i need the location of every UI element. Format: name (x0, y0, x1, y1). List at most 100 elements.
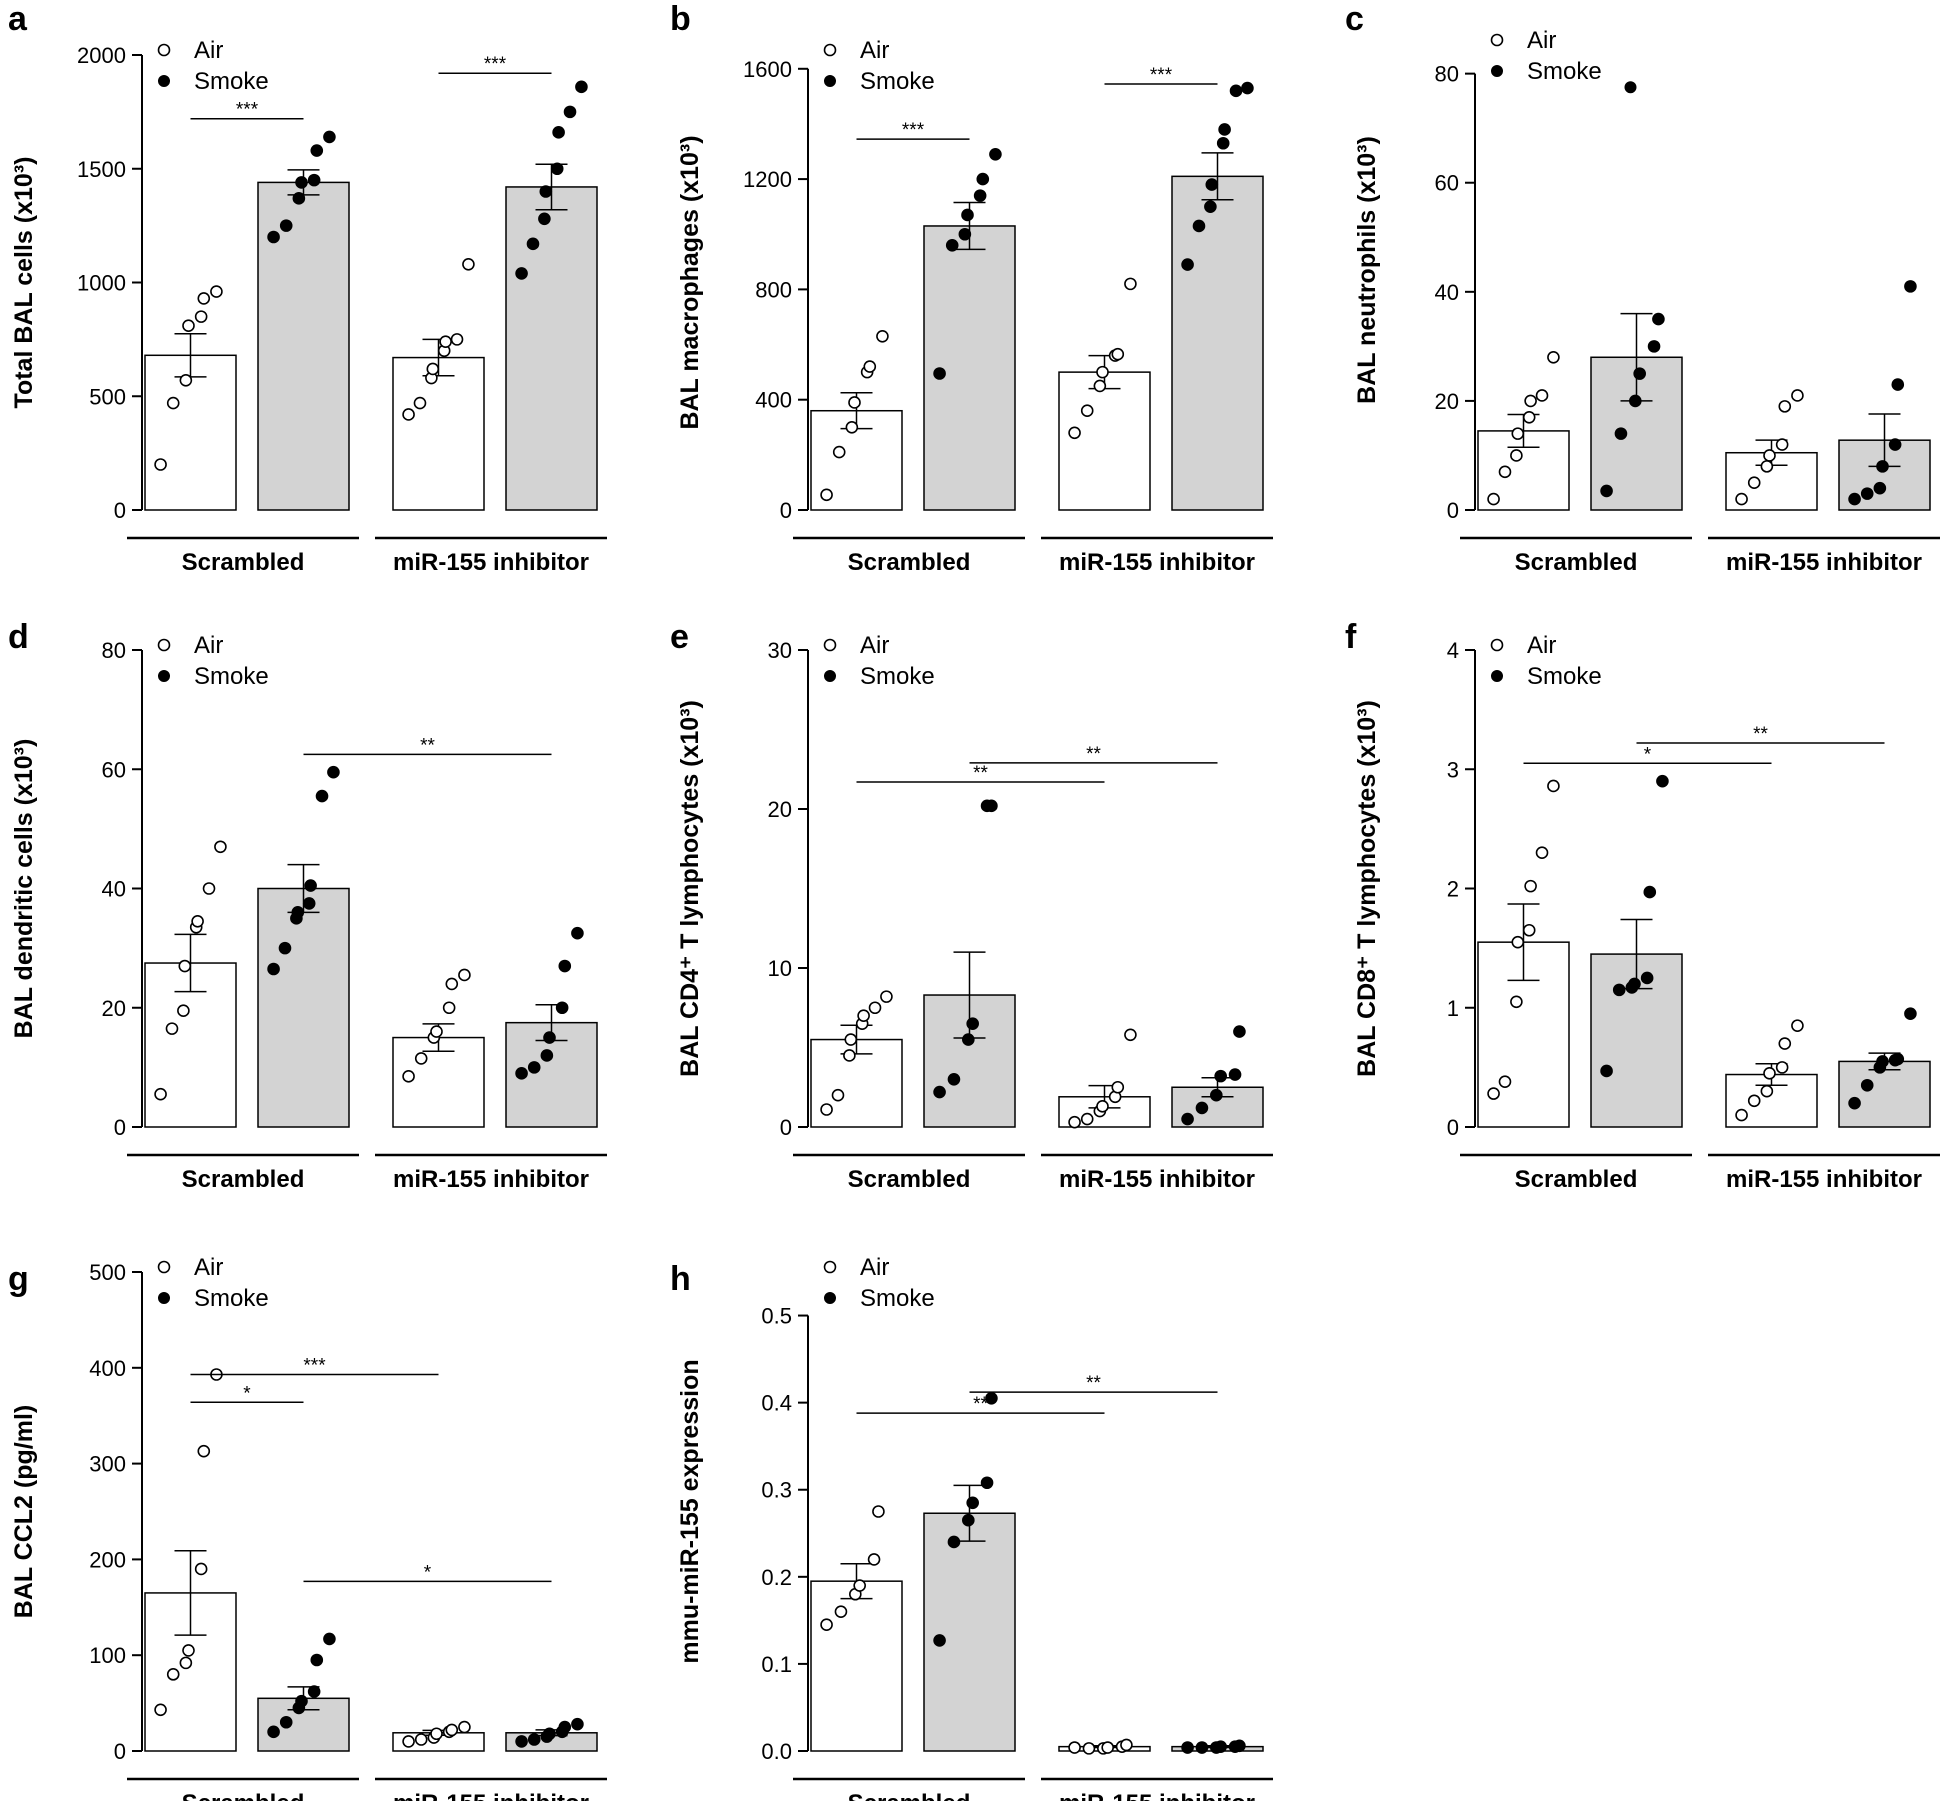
data-point (1083, 1743, 1094, 1754)
y-tick-label: 200 (89, 1547, 126, 1572)
data-point (552, 163, 563, 174)
panel-letter: a (8, 0, 28, 38)
data-point (444, 1002, 455, 1013)
data-point (864, 361, 875, 372)
data-point (1094, 380, 1105, 391)
data-point (1512, 428, 1523, 439)
data-point (196, 311, 207, 322)
data-point (1102, 1742, 1113, 1753)
data-point (304, 898, 315, 909)
legend-marker-air (159, 640, 170, 651)
data-point (881, 991, 892, 1002)
data-point (975, 190, 986, 201)
y-tick-label: 400 (755, 388, 792, 413)
data-point (1548, 780, 1559, 791)
group-label: miR-155 inhibitor (1059, 549, 1255, 576)
data-point (317, 791, 328, 802)
y-tick-label: 500 (89, 1260, 126, 1285)
panel-d: d020406080BAL dendritic cells (x10³)Scra… (8, 618, 607, 1193)
data-point (557, 1002, 568, 1013)
y-tick-label: 2000 (77, 43, 126, 68)
data-point (1182, 259, 1193, 270)
legend-label: Air (1527, 632, 1556, 659)
y-tick-label: 1500 (77, 157, 126, 182)
data-point (1097, 367, 1108, 378)
data-point (1736, 1110, 1747, 1121)
data-point (934, 1087, 945, 1098)
data-point (962, 209, 973, 220)
data-point (1749, 1095, 1760, 1106)
data-point (1649, 341, 1660, 352)
data-point (572, 928, 583, 939)
data-point (858, 1010, 869, 1021)
data-point (1777, 439, 1788, 450)
bar-smoke (1172, 176, 1263, 510)
data-point (544, 1728, 555, 1739)
data-point (268, 232, 279, 243)
data-point (293, 193, 304, 204)
data-point (1761, 1086, 1772, 1097)
data-point (1511, 450, 1522, 461)
legend-label: Smoke (860, 663, 935, 690)
data-point (849, 397, 860, 408)
data-point (1112, 1082, 1123, 1093)
panel-letter: c (1345, 0, 1364, 38)
y-tick-label: 1600 (743, 57, 792, 82)
data-point (1206, 179, 1217, 190)
panel-b: b 0 400 800 1200 1600 BAL macrophages (x10³) Sc… (670, 0, 1273, 576)
data-point (565, 106, 576, 117)
group-label: Scrambled (848, 1790, 971, 1801)
data-point (198, 293, 209, 304)
data-point (452, 334, 463, 345)
y-axis-title: BAL CCL2 (pg/ml) (10, 1405, 38, 1618)
legend-marker-smoke (1492, 66, 1503, 77)
data-point (1642, 972, 1653, 983)
data-point (1601, 1065, 1612, 1076)
data-point (967, 1018, 978, 1029)
y-tick-label: 40 (102, 877, 126, 902)
panel-f: f 0 1 2 3 4 BAL CD8⁺ T lymphocytes (x10³) Scram… (1345, 618, 1940, 1193)
data-point (431, 1728, 442, 1739)
group-label: miR-155 inhibitor (1059, 1790, 1255, 1801)
y-tick-label: 60 (1435, 171, 1459, 196)
data-point (1234, 1026, 1245, 1037)
data-point (553, 127, 564, 138)
legend-label: Air (194, 632, 223, 659)
data-point (1764, 450, 1775, 461)
data-point (403, 1736, 414, 1747)
data-point (180, 1657, 191, 1668)
legend-marker-smoke (825, 671, 836, 682)
y-tick-label: 0.4 (761, 1391, 792, 1416)
data-point (1082, 1114, 1093, 1125)
data-point (934, 1635, 945, 1646)
data-point (516, 1068, 527, 1079)
data-point (281, 220, 292, 231)
data-point (963, 1515, 974, 1526)
legend-label: Smoke (1527, 58, 1602, 85)
data-point (1525, 881, 1536, 892)
data-point (403, 1071, 414, 1082)
data-point (1524, 925, 1535, 936)
group-label: Scrambled (182, 1790, 305, 1801)
data-point (281, 1717, 292, 1728)
data-point (305, 880, 316, 891)
legend-label: Smoke (194, 663, 269, 690)
data-point (427, 363, 438, 374)
legend-label: Air (860, 1254, 889, 1281)
legend-label: Air (860, 37, 889, 64)
significance-label: ** (973, 763, 988, 784)
data-point (1749, 477, 1760, 488)
legend-marker-air (825, 1262, 836, 1273)
data-point (296, 177, 307, 188)
data-point (211, 286, 222, 297)
data-point (196, 1563, 207, 1574)
y-tick-label: 0 (780, 498, 792, 523)
data-point (1615, 428, 1626, 439)
data-point (1777, 1062, 1788, 1073)
data-point (446, 1724, 457, 1735)
y-tick-label: 4 (1447, 638, 1459, 663)
group-label: miR-155 inhibitor (1059, 1166, 1255, 1193)
data-point (1097, 1101, 1108, 1112)
data-point (529, 1734, 540, 1745)
data-point (516, 1736, 527, 1747)
